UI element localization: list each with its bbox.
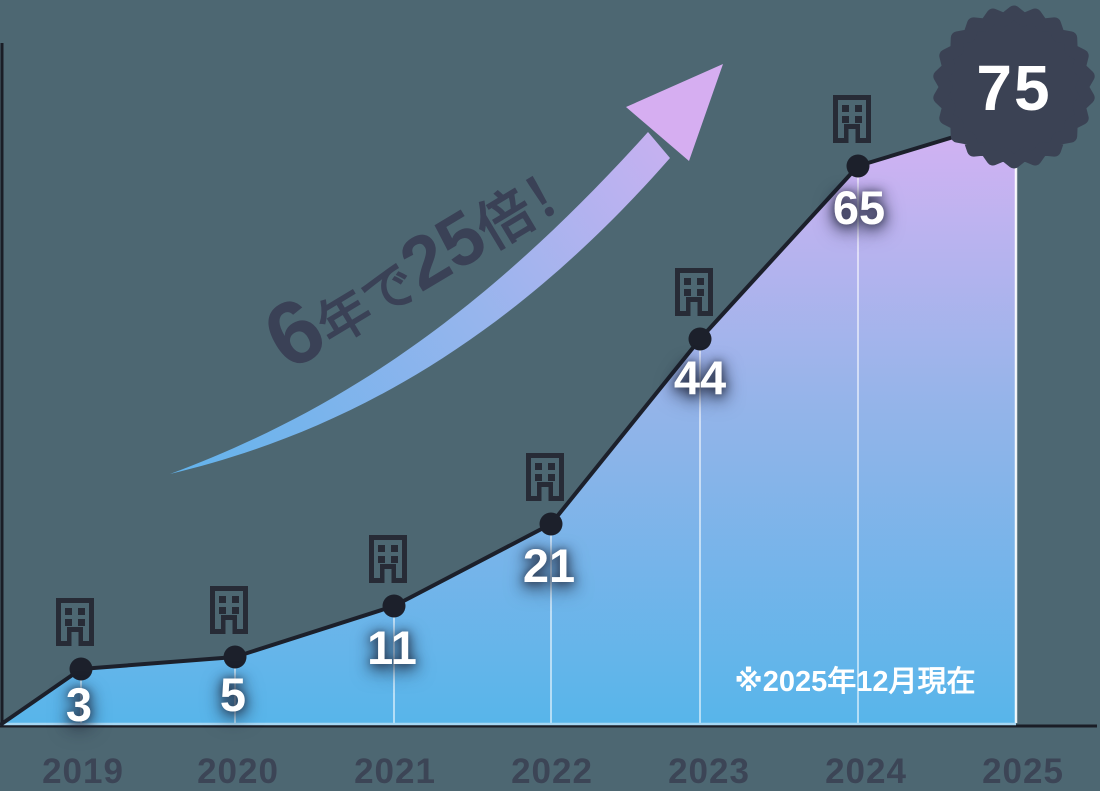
growth-arrow [170,64,723,474]
area-fill [0,118,1016,725]
data-line [0,116,1017,727]
point-value-label-2021: 11 [367,621,417,674]
growth-arrow-shaft [170,132,670,474]
data-point-dot [69,657,93,681]
building-icon [675,268,713,316]
x-tick-2023: 2023 [668,752,750,791]
data-points [69,154,870,681]
point-value-label-2020: 5 [219,668,247,721]
x-tick-2021: 2021 [354,752,436,791]
badge-value: 75 [976,52,1052,124]
footnote: ※2025年12月現在 [734,666,976,698]
year-guide-lines [80,172,859,723]
data-point-dot [223,645,247,669]
growth-arrow-head [626,64,723,161]
point-value-label-2024: 65 [832,181,886,234]
building-icon [56,598,94,646]
building-icon [526,453,564,501]
x-tick-2024: 2024 [825,752,907,791]
building-icon [369,535,407,583]
x-tick-2019: 2019 [42,752,124,791]
data-point-dot [539,512,563,536]
point-value-label-2022: 21 [522,539,576,592]
data-point-dot [846,154,870,178]
data-point-dot [382,594,406,618]
x-tick-2022: 2022 [511,752,593,791]
point-value-label-2019: 3 [65,678,93,731]
building-icon [833,95,871,143]
data-point-dot [688,327,712,351]
x-tick-2025: 2025 [982,752,1064,791]
building-icon [210,586,248,634]
badge-seal-icon [933,5,1095,169]
point-value-label-2023: 44 [673,351,727,404]
x-tick-2020: 2020 [197,752,279,791]
